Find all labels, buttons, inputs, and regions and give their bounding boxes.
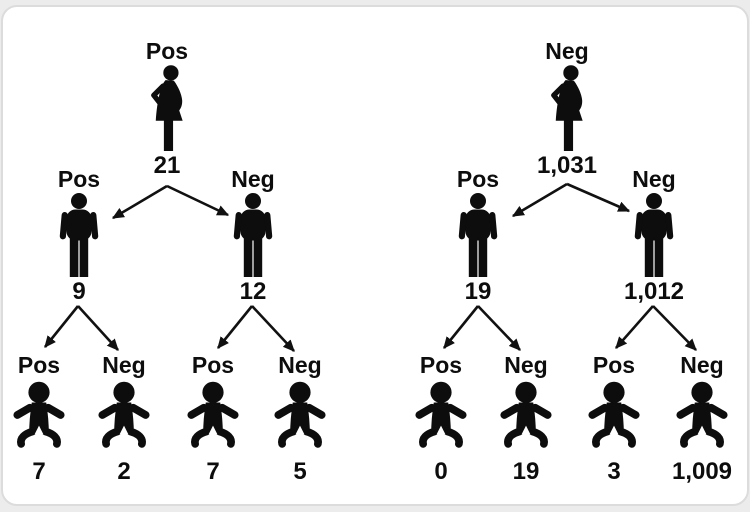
- baby-icon: [273, 379, 327, 451]
- tree1-infant-1-node: Pos 7: [0, 352, 84, 485]
- count-value: 1,031: [536, 152, 598, 179]
- count-value: 9: [72, 278, 86, 305]
- status-label: Neg: [278, 352, 322, 378]
- tree2-partner-neg-node: Neg 1,012: [609, 166, 699, 305]
- status-label: Pos: [17, 352, 61, 378]
- baby-icon: [97, 379, 151, 451]
- tree2-infant-2-node: Neg 19: [481, 352, 571, 485]
- status-label: Neg: [231, 166, 275, 192]
- status-label: Pos: [419, 352, 463, 378]
- tree2-infant-3-node: Pos 3: [569, 352, 659, 485]
- status-label: Pos: [456, 166, 500, 192]
- man-icon: [457, 193, 499, 277]
- pregnant-woman-icon: [546, 65, 589, 151]
- baby-icon: [675, 379, 729, 451]
- count-value: 1,012: [623, 278, 685, 305]
- man-icon: [633, 193, 675, 277]
- count-value: 7: [206, 458, 220, 485]
- status-label: Pos: [191, 352, 235, 378]
- man-icon: [232, 193, 274, 277]
- count-value: 5: [293, 458, 307, 485]
- count-value: 21: [153, 152, 181, 179]
- baby-icon: [414, 379, 468, 451]
- count-value: 0: [434, 458, 448, 485]
- tree1-mother-node: Pos 21: [122, 38, 212, 179]
- status-label: Pos: [57, 166, 101, 192]
- tree1-partner-neg-node: Neg 12: [208, 166, 298, 305]
- tree1-infant-2-node: Neg 2: [79, 352, 169, 485]
- baby-icon: [186, 379, 240, 451]
- tree1-partner-pos-node: Pos 9: [34, 166, 124, 305]
- baby-icon: [499, 379, 553, 451]
- tree1-infant-3-node: Pos 7: [168, 352, 258, 485]
- pregnant-woman-icon: [146, 65, 189, 151]
- count-value: 2: [117, 458, 131, 485]
- tree2-infant-4-node: Neg 1,009: [657, 352, 747, 485]
- count-value: 3: [607, 458, 621, 485]
- status-label: Neg: [632, 166, 676, 192]
- count-value: 12: [239, 278, 267, 305]
- status-label: Pos: [592, 352, 636, 378]
- tree2-mother-node: Neg 1,031: [522, 38, 612, 179]
- status-label: Neg: [680, 352, 724, 378]
- status-label: Neg: [102, 352, 146, 378]
- baby-icon: [587, 379, 641, 451]
- status-label: Neg: [504, 352, 548, 378]
- count-value: 19: [464, 278, 492, 305]
- count-value: 7: [32, 458, 46, 485]
- status-label: Neg: [545, 38, 589, 64]
- tree2-partner-pos-node: Pos 19: [433, 166, 523, 305]
- count-value: 19: [512, 458, 540, 485]
- baby-icon: [12, 379, 66, 451]
- tree1-infant-4-node: Neg 5: [255, 352, 345, 485]
- man-icon: [58, 193, 100, 277]
- tree2-infant-1-node: Pos 0: [396, 352, 486, 485]
- status-label: Pos: [145, 38, 189, 64]
- count-value: 1,009: [671, 458, 733, 485]
